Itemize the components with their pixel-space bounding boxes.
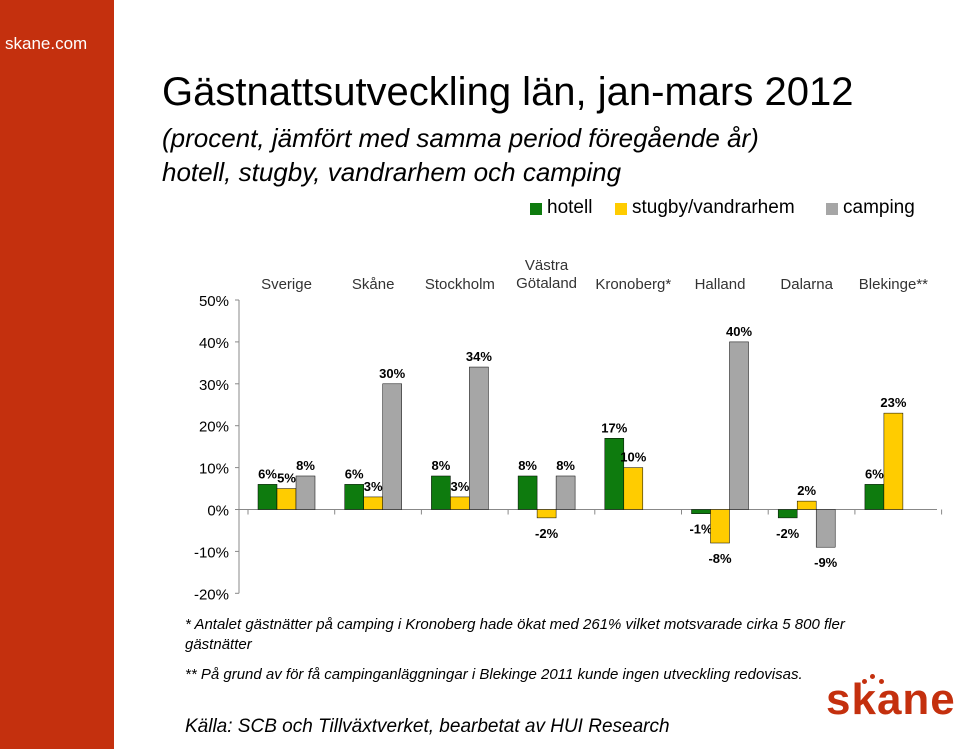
category-label-1: Skåne — [352, 276, 395, 293]
legend-swatch-stugby — [615, 203, 627, 215]
page-title: Gästnattsutveckling län, jan-mars 2012 — [162, 70, 854, 114]
data-label-camping-2: 34% — [466, 349, 492, 364]
y-tick-label-6: -10% — [194, 544, 229, 561]
data-label-camping-6: -9% — [814, 555, 838, 570]
data-label-stugby-vandrarhem-3: -2% — [535, 526, 559, 541]
y-tick-label-4: 10% — [199, 461, 229, 478]
y-tick-label-3: 20% — [199, 419, 229, 436]
bar-stugby-vandrarhem-3 — [536, 509, 557, 519]
category-label-6: Dalarna — [780, 276, 833, 293]
data-label-camping-0: 8% — [296, 458, 315, 473]
y-tick-label-1: 40% — [199, 335, 229, 352]
data-label-camping-1: 30% — [379, 366, 405, 381]
category-label-2: Stockholm — [425, 276, 495, 293]
data-label-camping-3: 8% — [556, 458, 575, 473]
subtitle-comparison: (procent, jämfört med samma period föreg… — [162, 123, 759, 153]
data-label-stugby-vandrarhem-7: 23% — [880, 395, 906, 410]
chart-legend: hotell stugby/vandrarhem camping — [0, 196, 959, 222]
bar-stugby-vandrarhem-1 — [363, 496, 383, 510]
data-label-hotell-5: -1% — [689, 522, 713, 537]
category-label-0: Sverige — [261, 276, 312, 293]
bar-stugby-vandrarhem-7 — [883, 412, 904, 510]
bar-hotell-1 — [344, 484, 364, 510]
bar-stugby-vandrarhem-5 — [710, 509, 730, 544]
skane-logo: skane — [826, 673, 958, 725]
bar-stugby-vandrarhem-6 — [796, 500, 817, 510]
sidebar: skane.com — [0, 0, 114, 749]
source-note: Källa: SCB och Tillväxtverket, bearbetat… — [185, 716, 670, 737]
bar-hotell-3 — [517, 475, 538, 510]
data-label-stugby-vandrarhem-6: 2% — [797, 483, 816, 498]
data-label-stugby-vandrarhem-4: 10% — [620, 450, 646, 465]
bar-camping-0 — [295, 475, 316, 510]
category-label-5: Halland — [695, 276, 746, 293]
data-label-hotell-0: 6% — [258, 466, 277, 481]
data-label-hotell-2: 8% — [432, 458, 451, 473]
y-tick-label-0: 50% — [199, 293, 229, 310]
bar-camping-3 — [555, 475, 576, 510]
legend-label-hotell: hotell — [547, 197, 593, 218]
category-label-3-0: Västra — [525, 257, 569, 274]
data-label-hotell-3: 8% — [518, 458, 537, 473]
category-label-3-1: Götaland — [516, 275, 577, 292]
bar-camping-6 — [815, 509, 836, 548]
site-name[interactable]: skane.com — [5, 34, 88, 53]
legend-swatch-camping — [826, 203, 838, 215]
legend-swatch-hotell — [530, 203, 542, 215]
data-label-stugby-vandrarhem-5: -8% — [708, 551, 732, 566]
logo-wordmark: skane — [826, 675, 956, 724]
bar-camping-5 — [729, 341, 749, 510]
data-label-stugby-vandrarhem-1: 3% — [364, 479, 383, 494]
footnote-kronoberg: * Antalet gästnätter på camping i Kronob… — [185, 616, 845, 653]
data-label-hotell-6: -2% — [776, 526, 800, 541]
data-label-stugby-vandrarhem-0: 5% — [277, 471, 296, 486]
category-label-4: Kronoberg* — [595, 276, 671, 293]
bar-stugby-vandrarhem-4 — [623, 467, 644, 510]
data-label-hotell-7: 6% — [865, 466, 884, 481]
bar-camping-2 — [469, 366, 489, 510]
data-label-camping-5: 40% — [726, 324, 752, 339]
category-label-7: Blekinge** — [859, 276, 928, 293]
data-label-hotell-4: 17% — [601, 420, 627, 435]
bar-hotell-0 — [257, 484, 278, 510]
bar-stugby-vandrarhem-2 — [450, 496, 470, 510]
y-tick-label-5: 0% — [207, 503, 229, 520]
legend-label-camping: camping — [843, 197, 915, 218]
data-label-stugby-vandrarhem-2: 3% — [451, 479, 470, 494]
bar-hotell-6 — [777, 509, 798, 519]
bar-camping-1 — [382, 383, 402, 510]
bar-hotell-2 — [431, 475, 451, 510]
bar-stugby-vandrarhem-0 — [276, 488, 297, 510]
legend-label-stugby: stugby/vandrarhem — [632, 197, 795, 218]
y-tick-label-7: -20% — [194, 586, 229, 603]
y-tick-label-2: 30% — [199, 377, 229, 394]
subtitle-categories: hotell, stugby, vandrarhem och camping — [162, 157, 622, 187]
bar-hotell-5 — [691, 509, 711, 514]
footnote-blekinge: ** På grund av för få campinganläggninga… — [185, 666, 803, 683]
bar-hotell-7 — [864, 484, 885, 510]
data-label-hotell-1: 6% — [345, 466, 364, 481]
